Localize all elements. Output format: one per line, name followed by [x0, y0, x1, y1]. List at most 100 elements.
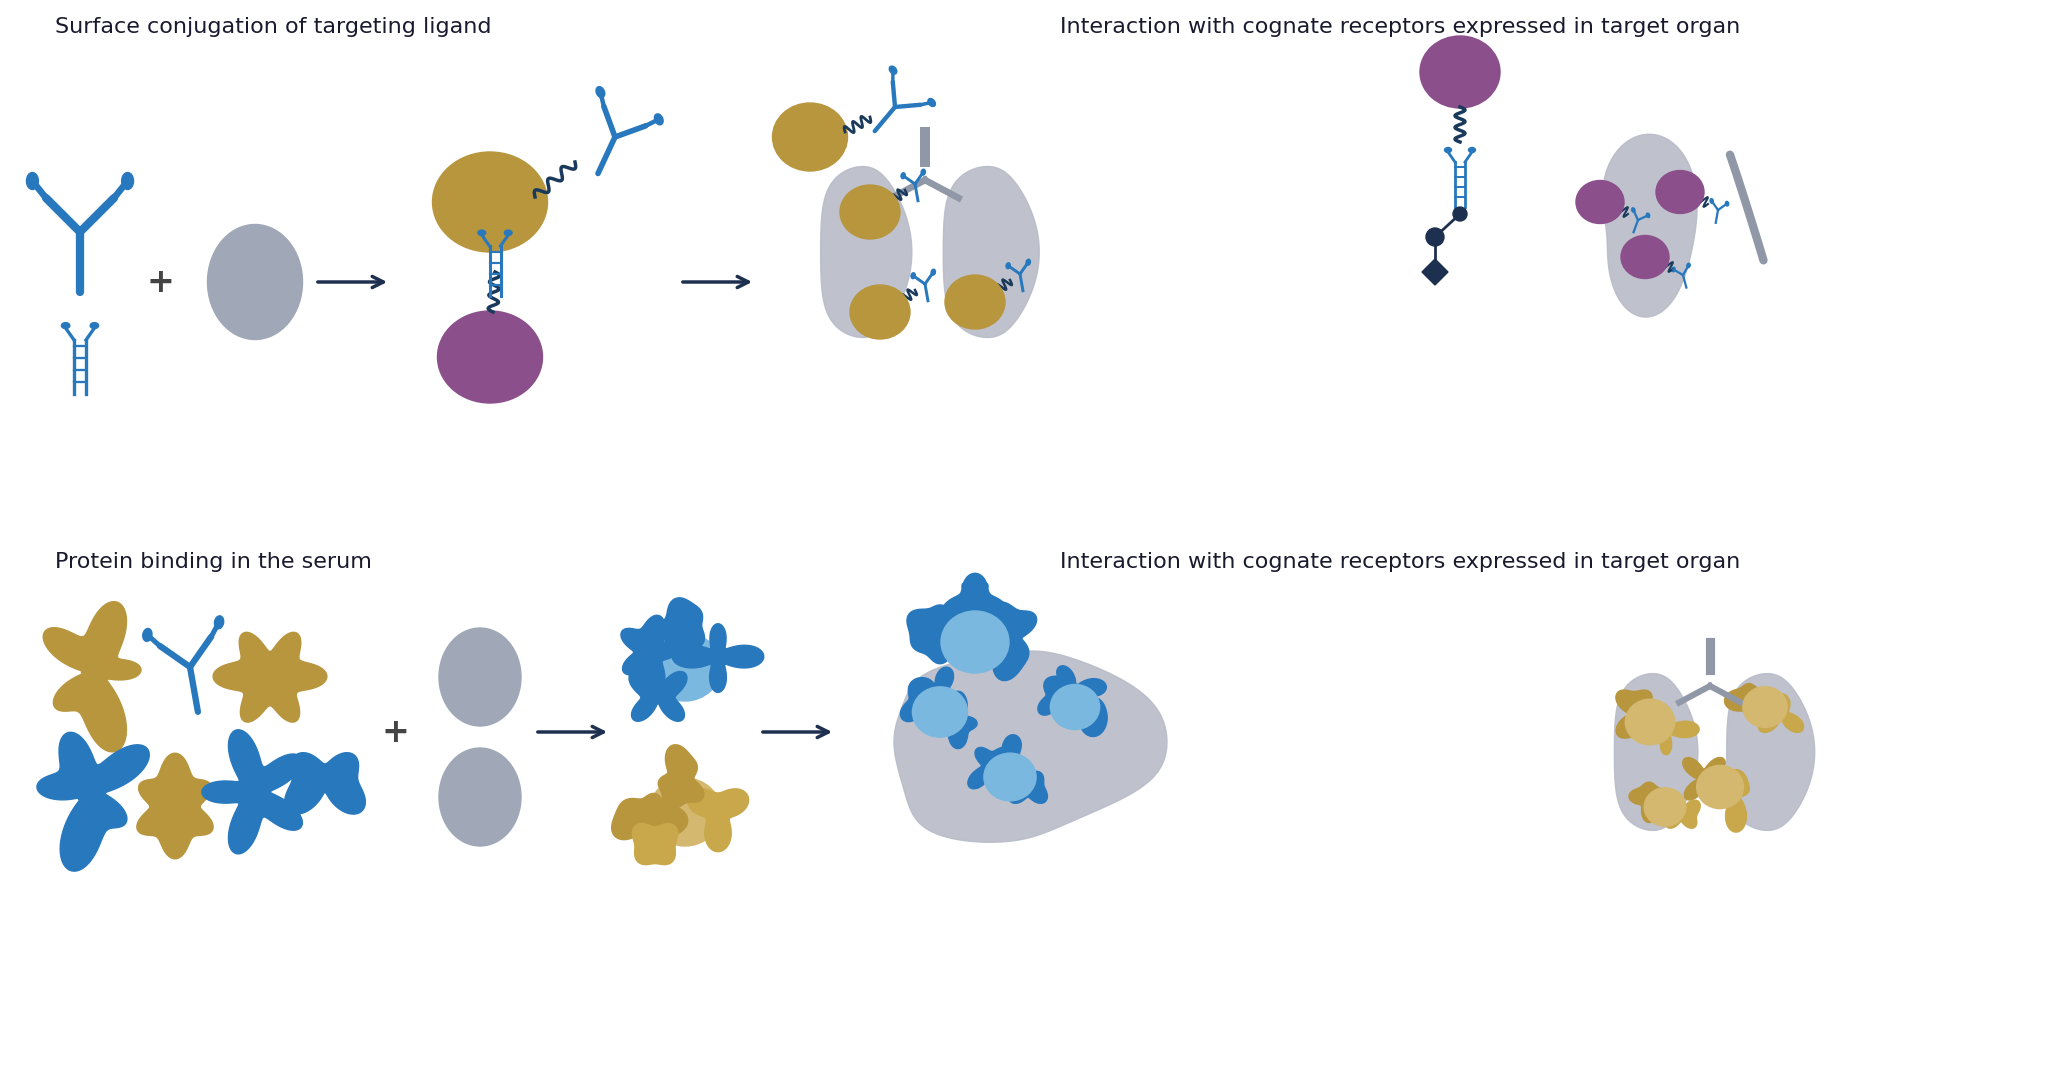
- Polygon shape: [1616, 690, 1653, 739]
- Ellipse shape: [963, 583, 967, 590]
- Text: Surface conjugation of targeting ligand: Surface conjugation of targeting ligand: [55, 17, 492, 38]
- Ellipse shape: [1444, 148, 1452, 152]
- Ellipse shape: [840, 185, 899, 239]
- Polygon shape: [895, 651, 1167, 843]
- Polygon shape: [633, 823, 678, 865]
- Polygon shape: [944, 166, 1038, 338]
- Polygon shape: [621, 615, 676, 690]
- Polygon shape: [1421, 259, 1448, 285]
- Polygon shape: [1614, 673, 1698, 831]
- Ellipse shape: [889, 66, 897, 74]
- Ellipse shape: [438, 628, 520, 726]
- Ellipse shape: [477, 230, 485, 236]
- Ellipse shape: [1657, 170, 1704, 213]
- Ellipse shape: [1645, 788, 1686, 827]
- Polygon shape: [1759, 694, 1804, 732]
- Ellipse shape: [504, 230, 512, 236]
- Ellipse shape: [90, 323, 98, 329]
- Text: Interaction with cognate receptors expressed in target organ: Interaction with cognate receptors expre…: [1061, 552, 1741, 572]
- Polygon shape: [213, 632, 328, 723]
- Polygon shape: [662, 598, 705, 654]
- Polygon shape: [1632, 709, 1700, 755]
- Ellipse shape: [1419, 36, 1499, 108]
- Polygon shape: [901, 678, 944, 721]
- Polygon shape: [940, 574, 1010, 626]
- Ellipse shape: [27, 173, 39, 190]
- Polygon shape: [821, 166, 911, 338]
- Text: Interaction with cognate receptors expressed in target organ: Interaction with cognate receptors expre…: [1061, 17, 1741, 38]
- Ellipse shape: [983, 583, 987, 590]
- Text: +: +: [381, 715, 410, 748]
- Ellipse shape: [649, 632, 721, 701]
- Ellipse shape: [1688, 264, 1690, 268]
- Polygon shape: [1724, 684, 1774, 711]
- Polygon shape: [688, 789, 750, 851]
- Polygon shape: [1661, 800, 1700, 829]
- Circle shape: [1425, 228, 1444, 245]
- Polygon shape: [1079, 697, 1108, 736]
- Ellipse shape: [940, 611, 1010, 673]
- Ellipse shape: [928, 99, 936, 106]
- Polygon shape: [938, 691, 977, 748]
- Ellipse shape: [932, 269, 936, 276]
- Ellipse shape: [1626, 699, 1675, 745]
- Text: +: +: [145, 266, 174, 298]
- Ellipse shape: [983, 754, 1036, 801]
- Polygon shape: [137, 754, 213, 859]
- Polygon shape: [987, 602, 1036, 681]
- Polygon shape: [969, 747, 1016, 789]
- Ellipse shape: [438, 748, 520, 846]
- Ellipse shape: [215, 615, 223, 628]
- Polygon shape: [43, 601, 141, 751]
- Polygon shape: [1602, 134, 1698, 317]
- Polygon shape: [37, 732, 150, 872]
- Ellipse shape: [913, 687, 967, 738]
- Ellipse shape: [850, 285, 909, 339]
- Polygon shape: [672, 624, 764, 693]
- Polygon shape: [285, 753, 365, 814]
- Ellipse shape: [655, 114, 664, 124]
- Polygon shape: [612, 793, 688, 839]
- Ellipse shape: [1647, 213, 1651, 218]
- Ellipse shape: [432, 152, 547, 252]
- Polygon shape: [1057, 666, 1106, 712]
- Polygon shape: [1038, 676, 1075, 715]
- Ellipse shape: [1622, 236, 1669, 279]
- Ellipse shape: [1724, 202, 1729, 206]
- Ellipse shape: [1577, 180, 1624, 223]
- Ellipse shape: [143, 628, 152, 641]
- Polygon shape: [991, 734, 1026, 775]
- Ellipse shape: [1632, 208, 1634, 212]
- Polygon shape: [915, 667, 958, 712]
- Polygon shape: [629, 671, 686, 721]
- Circle shape: [1452, 207, 1466, 221]
- Ellipse shape: [911, 272, 915, 279]
- Ellipse shape: [922, 169, 926, 175]
- Ellipse shape: [1468, 148, 1475, 152]
- Ellipse shape: [1743, 686, 1788, 728]
- Ellipse shape: [438, 311, 543, 403]
- Polygon shape: [907, 605, 973, 664]
- Ellipse shape: [596, 87, 604, 98]
- Ellipse shape: [1671, 267, 1675, 271]
- Ellipse shape: [676, 611, 678, 616]
- Ellipse shape: [944, 276, 1006, 329]
- Polygon shape: [1628, 783, 1669, 822]
- Ellipse shape: [121, 173, 133, 190]
- Ellipse shape: [1696, 765, 1743, 808]
- Ellipse shape: [772, 103, 848, 172]
- Polygon shape: [1726, 673, 1815, 831]
- Polygon shape: [1683, 758, 1724, 800]
- Polygon shape: [657, 745, 705, 808]
- Polygon shape: [203, 730, 303, 854]
- Ellipse shape: [901, 173, 905, 179]
- Ellipse shape: [61, 323, 70, 329]
- Ellipse shape: [1710, 198, 1714, 204]
- Ellipse shape: [207, 224, 303, 340]
- Ellipse shape: [692, 611, 694, 616]
- Polygon shape: [1722, 770, 1749, 832]
- Ellipse shape: [649, 778, 721, 846]
- Ellipse shape: [1026, 259, 1030, 265]
- Polygon shape: [1008, 771, 1047, 803]
- Ellipse shape: [1006, 263, 1010, 269]
